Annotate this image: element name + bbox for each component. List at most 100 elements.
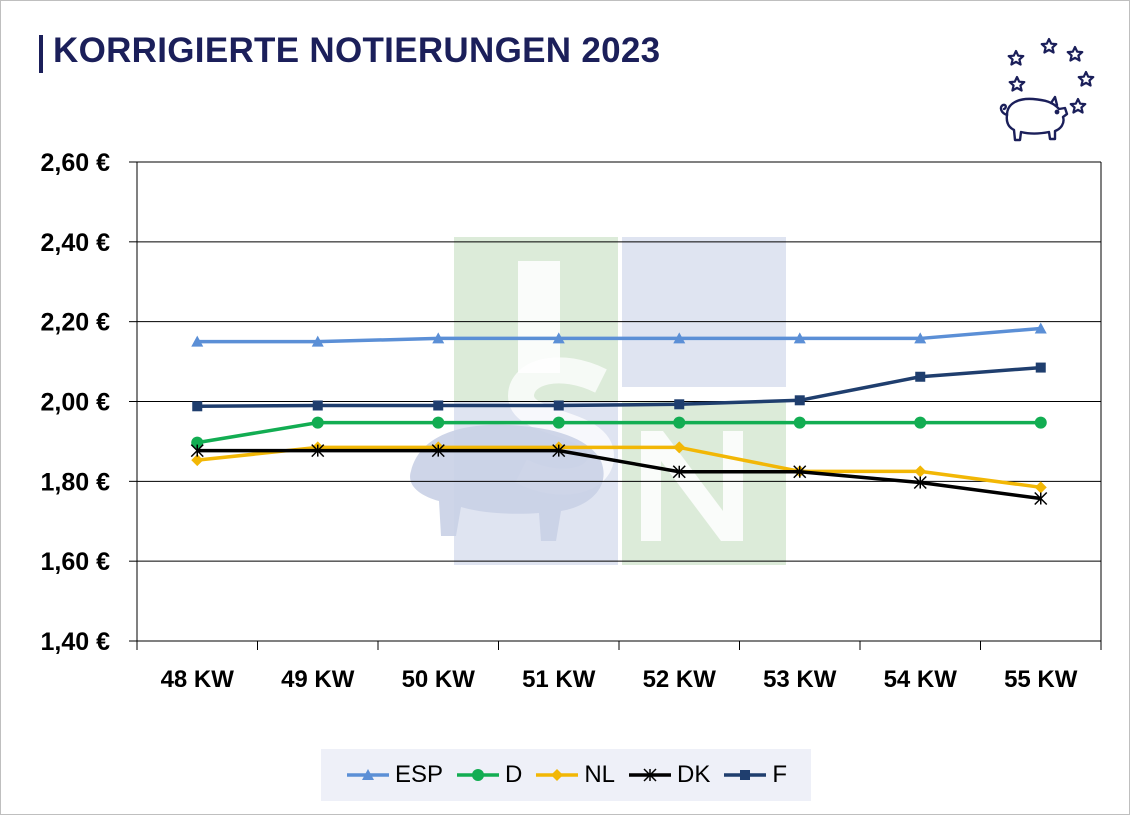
logo-star-icon xyxy=(1008,75,1026,92)
logo-star-icon xyxy=(1007,49,1025,66)
data-point xyxy=(190,444,204,458)
legend-item-nl: NL xyxy=(534,761,615,789)
y-tick-label: 2,40 € xyxy=(40,229,110,257)
data-point xyxy=(793,465,807,479)
series-line xyxy=(197,445,1041,490)
data-point xyxy=(1034,481,1047,494)
data-point xyxy=(551,769,564,781)
data-point xyxy=(673,441,686,454)
x-axis-ticks: 48 KW 49 KW 50 KW 51 KW 52 KW 53 KW 54 KW 55 KW xyxy=(161,666,1078,693)
series-line xyxy=(197,448,1041,501)
x-tick-label: 55 KW xyxy=(1004,666,1078,693)
legend-item-esp: ESP xyxy=(345,761,443,789)
y-axis-ticks: 2,60 € 2,40 € 2,20 € 2,00 € 1,80 € 1,60 € 1,40… xyxy=(40,149,110,656)
x-tick-label: 50 KW xyxy=(402,666,476,693)
data-point xyxy=(1034,322,1047,334)
data-point xyxy=(432,416,445,429)
logo-star-icon xyxy=(1066,45,1084,62)
series-line xyxy=(196,420,1041,445)
legend-swatch xyxy=(346,769,389,780)
logo-star-icon xyxy=(1069,97,1087,114)
data-point xyxy=(914,332,927,344)
legend-item-dk: DK xyxy=(627,761,710,789)
chart-series xyxy=(190,322,1048,506)
legend-swatch xyxy=(456,769,499,781)
x-tick-label: 48 KW xyxy=(161,666,235,693)
watermark-letter-i xyxy=(518,261,560,373)
logo-pig-body xyxy=(1005,97,1069,142)
data-point xyxy=(311,416,324,429)
series-dk xyxy=(190,444,1048,506)
data-point xyxy=(311,335,324,347)
series-d xyxy=(191,416,1047,449)
watermark-letter-n xyxy=(641,431,743,541)
data-point xyxy=(553,400,564,411)
chart-title: KORRIGIERTE NOTIERUNGEN 2023 xyxy=(53,31,661,70)
chart-axes xyxy=(129,161,1102,650)
isn-watermark-logo xyxy=(410,237,786,565)
chart-legend: ESP D NL DK F xyxy=(321,749,811,801)
data-point xyxy=(740,770,751,780)
data-point xyxy=(1035,362,1046,373)
data-point xyxy=(433,400,444,411)
data-point xyxy=(552,332,565,344)
data-point xyxy=(191,335,204,347)
pig-with-stars-icon xyxy=(999,37,1095,142)
data-point xyxy=(1034,416,1047,429)
data-point xyxy=(312,400,323,411)
y-tick-label: 2,00 € xyxy=(40,389,110,417)
legend-swatch xyxy=(629,768,672,782)
logo-star-icon xyxy=(1040,37,1058,54)
data-point xyxy=(915,371,926,382)
data-point xyxy=(673,332,686,344)
legend-label: DK xyxy=(677,761,711,788)
logo-pig-tail xyxy=(999,103,1009,117)
data-point xyxy=(552,444,566,458)
y-tick-label: 2,60 € xyxy=(40,149,110,177)
data-point xyxy=(793,416,806,429)
data-point xyxy=(913,476,927,490)
legend-label: D xyxy=(504,761,523,788)
y-tick-label: 1,60 € xyxy=(40,548,110,576)
chart-gridlines xyxy=(137,161,1101,642)
x-tick-label: 53 KW xyxy=(763,666,837,693)
data-point xyxy=(471,769,484,781)
x-tick-label: 49 KW xyxy=(281,666,355,693)
y-tick-label: 1,40 € xyxy=(40,628,110,656)
legend-swatch xyxy=(724,770,767,780)
legend-label: NL xyxy=(584,761,616,788)
data-point xyxy=(793,332,806,344)
data-point xyxy=(552,416,565,429)
data-point xyxy=(914,416,927,429)
logo-star-icon xyxy=(1077,70,1095,87)
series-line xyxy=(197,365,1041,409)
series-f xyxy=(192,362,1046,412)
y-tick-label: 2,20 € xyxy=(40,309,110,337)
data-point xyxy=(673,416,686,429)
x-tick-label: 52 KW xyxy=(643,666,717,693)
legend-swatch xyxy=(536,769,579,781)
legend-item-d: D xyxy=(455,761,522,789)
data-point xyxy=(643,768,657,782)
legend-label: F xyxy=(772,761,788,788)
data-point xyxy=(361,769,374,780)
data-point xyxy=(431,444,445,458)
data-point xyxy=(191,436,204,449)
x-tick-label: 54 KW xyxy=(884,666,958,693)
y-tick-label: 1,80 € xyxy=(40,468,110,496)
data-point xyxy=(192,401,203,412)
data-point xyxy=(794,395,805,406)
watermark-blue-panel-top xyxy=(622,237,786,387)
title-accent-bar xyxy=(39,35,43,73)
data-point xyxy=(191,454,204,467)
x-tick-label: 51 KW xyxy=(522,666,596,693)
data-point xyxy=(432,332,445,344)
legend-label: ESP xyxy=(394,761,443,788)
data-point xyxy=(311,444,325,458)
data-point xyxy=(1034,491,1048,506)
series-esp xyxy=(191,322,1047,347)
data-point xyxy=(672,465,686,479)
data-point xyxy=(674,399,685,410)
